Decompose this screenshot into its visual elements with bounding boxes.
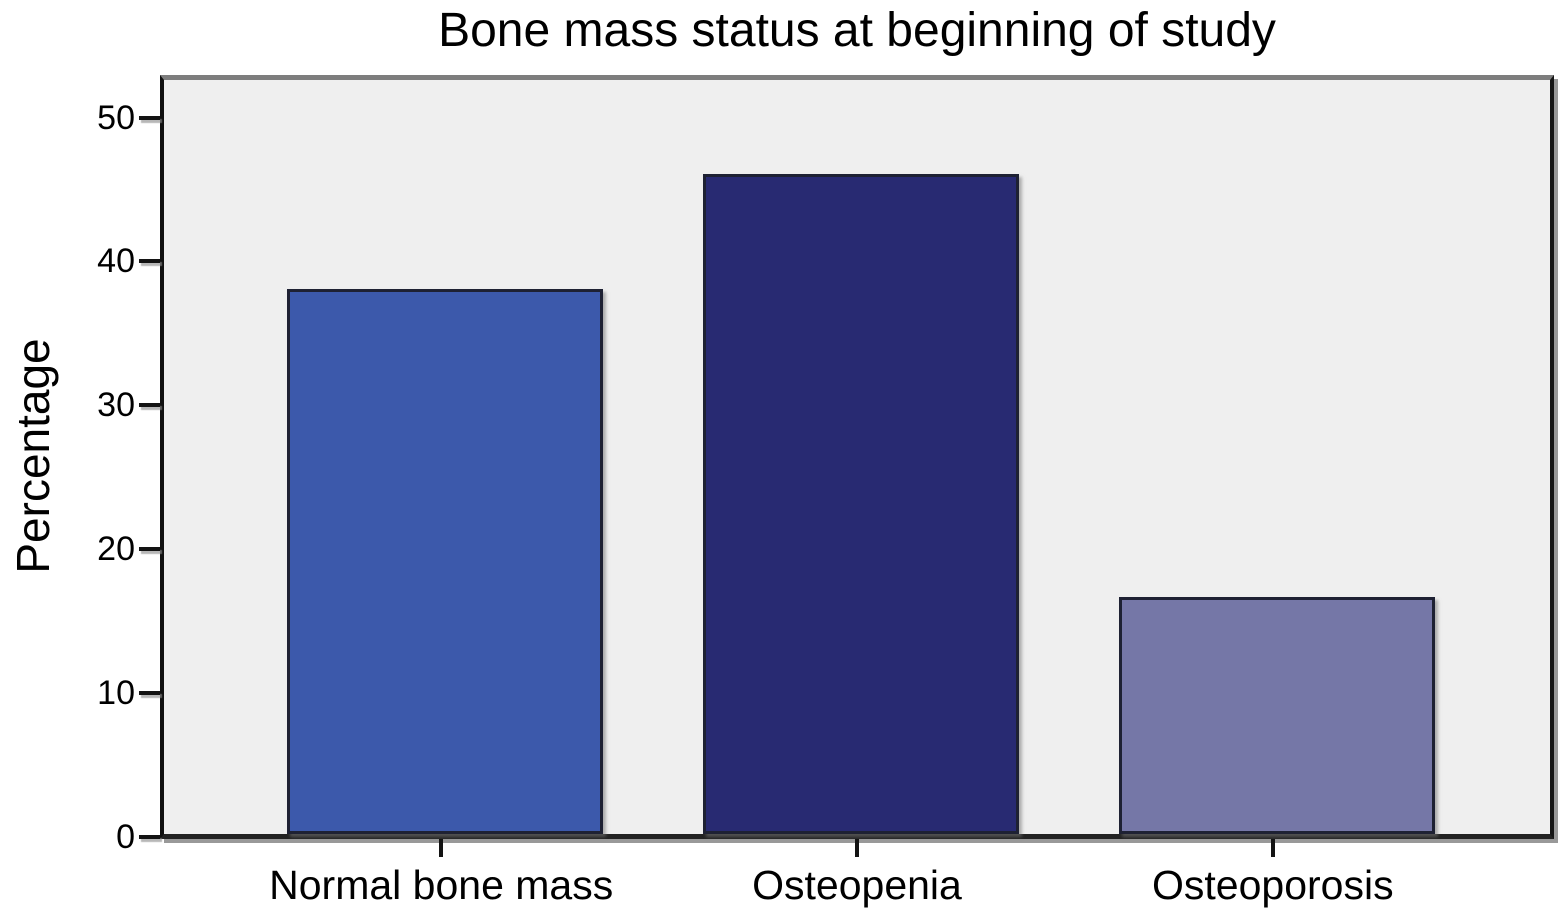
bar — [287, 289, 604, 834]
y-tick — [139, 403, 160, 408]
x-tick — [855, 839, 859, 857]
y-tick — [139, 259, 160, 264]
y-tick — [139, 547, 160, 552]
y-tick — [139, 115, 160, 120]
plot-area — [160, 75, 1554, 839]
y-tick-label: 20 — [97, 530, 135, 569]
bar — [1118, 597, 1435, 834]
x-tick — [439, 839, 444, 857]
y-tick-label: 0 — [116, 818, 135, 856]
y-tick-label: 50 — [97, 98, 135, 137]
x-category-label: Osteoporosis — [1152, 862, 1394, 908]
y-tick-label: 30 — [97, 386, 135, 425]
bar — [702, 174, 1019, 834]
y-tick — [139, 835, 160, 839]
y-tick-label: 40 — [97, 242, 135, 281]
x-category-label: Normal bone mass — [269, 862, 614, 908]
y-tick-label: 10 — [97, 674, 135, 713]
chart-title: Bone mass status at beginning of study — [438, 4, 1276, 57]
y-tick — [139, 691, 160, 696]
x-category-label: Osteopenia — [752, 862, 962, 908]
x-tick — [1270, 839, 1275, 857]
